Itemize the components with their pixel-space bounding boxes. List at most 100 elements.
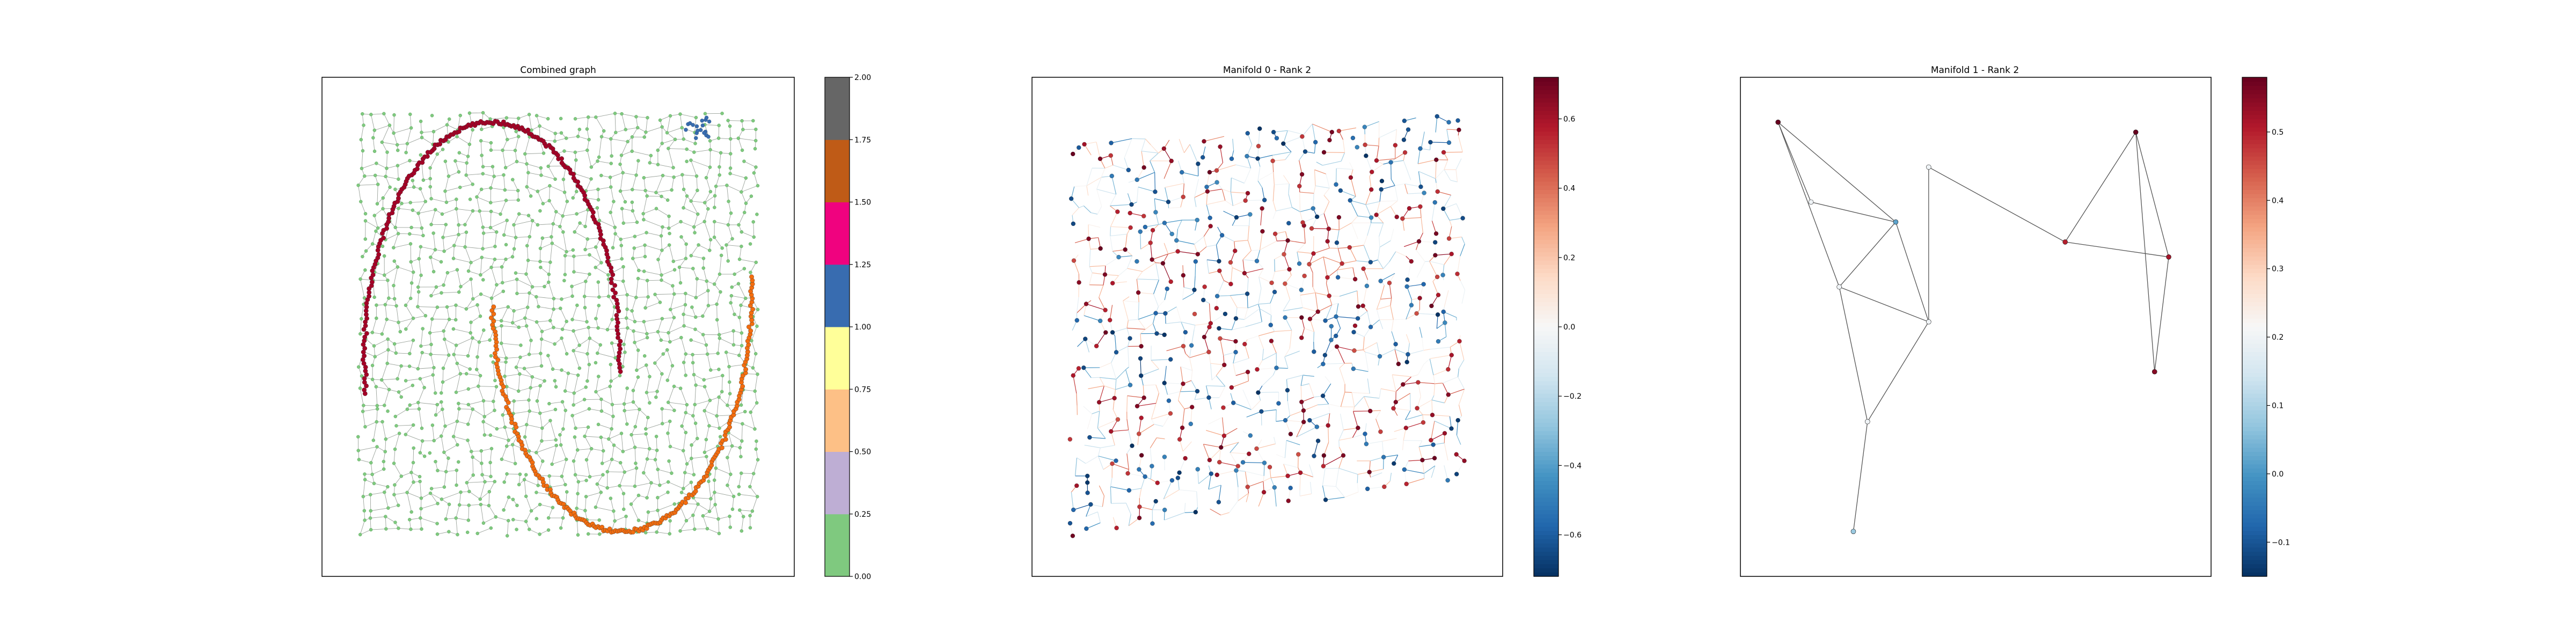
graph-edge [1211,375,1217,380]
node-label-0 [752,171,756,175]
graph-edge [394,433,400,450]
node-label-0 [637,268,641,273]
graph-edge [1272,210,1277,219]
graph-edge [445,191,447,203]
node-label-0 [717,123,721,127]
graph-edge [421,503,438,509]
node-label-0 [382,467,386,471]
node-label-0 [708,189,713,194]
graph-edge [680,114,697,118]
node-label-0 [724,243,728,247]
graph-edge [420,246,436,250]
graph-edge [537,461,543,475]
node-label-0 [654,191,658,194]
node-label-0 [452,244,456,247]
graph-edge [1154,199,1156,213]
node-label-175 [749,274,754,280]
node-label-175 [719,445,724,450]
node-label-0 [621,221,625,225]
node-label-0 [407,364,412,368]
node-label-0 [754,165,758,169]
node-label-0 [756,458,760,462]
node-label-0 [538,384,542,388]
node-label-0 [380,140,384,144]
node-label-0 [384,527,388,531]
node-label-0 [680,126,684,130]
node-label-0 [479,139,483,143]
node-label-0 [624,128,628,131]
graph-edge [466,175,473,185]
graph-edge [525,510,532,522]
node-label-0 [539,337,544,341]
graph-edge [469,504,481,506]
graph-edge [490,220,507,228]
graph-edge [504,376,507,387]
graph-edge [1458,377,1465,390]
node-label-0 [740,119,744,123]
graph-edge [514,237,516,249]
node-label-0 [701,257,706,260]
node-label-0 [717,368,721,371]
node-label-0 [660,317,664,321]
node-label-0 [646,116,649,120]
node-label-0 [466,269,471,273]
node-label-0 [383,450,387,453]
graph-edge [1407,286,1413,300]
graph-edge [1168,207,1181,209]
graph-node [1436,292,1441,297]
node-label-0 [445,305,449,309]
node-label-0 [393,521,397,524]
node-label-2 [613,290,618,296]
graph-edge [1322,469,1326,486]
node-label-0 [552,297,556,301]
graph-edge [1195,397,1209,400]
graph-node [1446,367,1451,372]
graph-node [1312,349,1316,354]
graph-edge [584,296,599,297]
graph-edge [679,258,686,268]
node-label-0 [540,330,544,333]
graph-edge [634,482,652,487]
node-label-0 [478,209,481,213]
node-label-0 [669,308,672,311]
graph-edge [1180,391,1198,392]
graph-edge [1206,204,1211,218]
graph-node [1183,330,1188,335]
graph-edge [1251,400,1261,410]
node-label-0 [642,471,646,475]
graph-edge [668,148,674,168]
graph-edge [585,209,588,227]
node-label-0 [429,255,433,259]
graph-edge [1406,422,1424,428]
node-label-0 [471,455,474,459]
graph-edge [636,160,639,175]
graph-edge [601,399,613,405]
graph-edge [457,408,459,422]
graph-edge [683,362,686,376]
graph-edge [549,475,562,477]
graph-node [1139,344,1144,349]
node-label-0 [576,533,580,537]
graph-edge [1154,423,1163,427]
node-label-0 [528,409,531,413]
colorbar-tick-label: 1.75 [854,136,871,144]
node-label-0 [726,403,729,407]
graph-edge [385,516,386,529]
graph-edge [1357,215,1372,218]
node-label-0 [630,200,634,204]
graph-edge [631,495,639,504]
graph-node [1217,326,1221,331]
graph-node [1368,325,1373,330]
node-label-0 [589,177,593,181]
graph-edge [1457,256,1461,274]
node-label-0 [362,123,365,127]
graph-edge [1257,166,1261,181]
node-label-0 [718,272,722,276]
graph-edge [646,365,650,377]
node-label-0 [631,187,634,192]
node-label-0 [703,112,707,116]
graph-edge [661,236,662,251]
node-label-0 [392,113,396,117]
graph-edge [752,354,756,368]
graph-edge [1318,304,1333,312]
